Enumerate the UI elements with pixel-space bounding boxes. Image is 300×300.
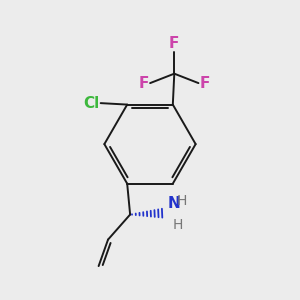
Text: F: F bbox=[169, 36, 179, 51]
Text: F: F bbox=[200, 76, 210, 91]
Text: F: F bbox=[138, 76, 149, 91]
Text: H: H bbox=[177, 194, 187, 208]
Text: N: N bbox=[167, 196, 180, 211]
Text: H: H bbox=[173, 218, 183, 233]
Text: Cl: Cl bbox=[83, 96, 99, 111]
